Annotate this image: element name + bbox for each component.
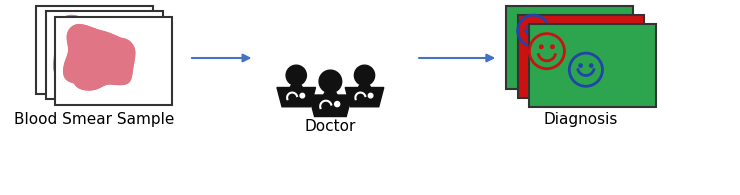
Circle shape bbox=[539, 45, 543, 49]
Polygon shape bbox=[290, 85, 303, 88]
FancyBboxPatch shape bbox=[529, 24, 656, 107]
FancyBboxPatch shape bbox=[56, 17, 172, 105]
Polygon shape bbox=[64, 25, 127, 83]
Circle shape bbox=[300, 93, 305, 98]
Circle shape bbox=[354, 65, 374, 85]
Polygon shape bbox=[323, 93, 337, 95]
FancyBboxPatch shape bbox=[36, 6, 153, 94]
Circle shape bbox=[319, 70, 342, 93]
Circle shape bbox=[590, 64, 593, 67]
Polygon shape bbox=[309, 95, 352, 117]
FancyBboxPatch shape bbox=[46, 11, 163, 99]
Circle shape bbox=[551, 45, 554, 49]
Circle shape bbox=[286, 65, 306, 85]
Polygon shape bbox=[54, 15, 119, 82]
Text: Doctor: Doctor bbox=[305, 120, 356, 134]
Text: Diagnosis: Diagnosis bbox=[544, 112, 618, 127]
Circle shape bbox=[579, 64, 582, 67]
Polygon shape bbox=[277, 88, 315, 107]
Polygon shape bbox=[346, 88, 384, 107]
FancyBboxPatch shape bbox=[506, 6, 633, 89]
Circle shape bbox=[536, 25, 539, 28]
Polygon shape bbox=[358, 85, 371, 88]
Polygon shape bbox=[74, 29, 135, 90]
Circle shape bbox=[369, 93, 373, 98]
Circle shape bbox=[334, 102, 340, 107]
Circle shape bbox=[527, 25, 530, 28]
FancyBboxPatch shape bbox=[518, 15, 645, 98]
Text: Blood Smear Sample: Blood Smear Sample bbox=[14, 112, 175, 127]
